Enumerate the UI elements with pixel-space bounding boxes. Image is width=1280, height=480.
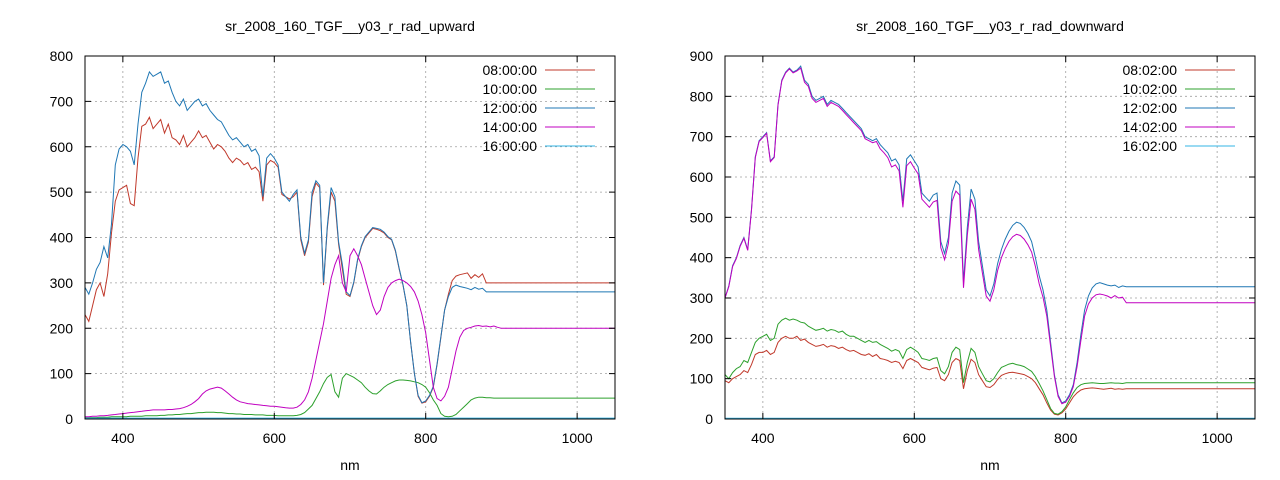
plot-frame <box>724 55 1256 420</box>
y-tick-label: 600 <box>50 139 74 155</box>
x-tick-label: 400 <box>111 430 135 446</box>
x-tick-label: 400 <box>751 430 775 446</box>
legend-label: 08:02:00 <box>1123 62 1178 78</box>
x-tick-label: 800 <box>1054 430 1078 446</box>
series-line-12-02-00 <box>724 65 1255 404</box>
y-tick-label: 0 <box>65 411 73 427</box>
y-tick-label: 500 <box>690 209 714 225</box>
upward-radiance-chart: 0 100 200 300 400 500 600 700 800 400 600 800 1000 sr… <box>50 18 616 473</box>
y-tick-label: 0 <box>705 411 713 427</box>
legend-label: 12:00:00 <box>483 100 538 116</box>
series-line-08-02-00 <box>724 335 1255 416</box>
chart-title: sr_2008_160_TGF__y03_r_rad_upward <box>225 18 475 34</box>
y-tick-label: 900 <box>690 48 714 64</box>
y-tick-label: 500 <box>50 184 74 200</box>
x-tick-label: 600 <box>263 430 287 446</box>
legend-label: 14:02:00 <box>1123 119 1178 135</box>
y-tick-label: 600 <box>690 169 714 185</box>
x-tick-label: 1000 <box>562 430 593 446</box>
series-line-12-00-00 <box>84 70 615 404</box>
y-tick-label: 800 <box>50 48 74 64</box>
x-tick-label: 600 <box>903 430 927 446</box>
legend-label: 16:02:00 <box>1123 138 1178 154</box>
x-axis-label: nm <box>340 457 359 473</box>
x-axis-label: nm <box>980 457 999 473</box>
y-tick-label: 400 <box>690 250 714 266</box>
series-line-10-00-00 <box>85 372 615 419</box>
y-tick-label: 700 <box>690 129 714 145</box>
series-line-14-00-00 <box>85 247 615 418</box>
downward-radiance-chart: 0 100 200 300 400 500 600 700 800 900 400 600 800 100… <box>690 18 1256 473</box>
legend-label: 14:00:00 <box>483 119 538 135</box>
y-tick-label: 300 <box>690 290 714 306</box>
y-tick-label: 100 <box>690 371 714 387</box>
y-tick-label: 300 <box>50 275 74 291</box>
series-line-08-00-00 <box>84 116 615 404</box>
y-tick-label: 700 <box>50 93 74 109</box>
x-tick-label: 800 <box>414 430 438 446</box>
legend-label: 10:00:00 <box>483 81 538 97</box>
y-tick-label: 400 <box>50 230 74 246</box>
legend-label: 10:02:00 <box>1123 81 1178 97</box>
x-tick-label: 1000 <box>1202 430 1233 446</box>
series-line-14-02-00 <box>724 67 1255 405</box>
series-line-10-02-00 <box>724 317 1255 415</box>
y-tick-label: 800 <box>690 88 714 104</box>
y-tick-label: 200 <box>50 320 74 336</box>
legend-label: 08:00:00 <box>483 62 538 78</box>
y-tick-label: 100 <box>50 366 74 382</box>
chart-title: sr_2008_160_TGF__y03_r_rad_downward <box>856 18 1124 34</box>
legend-label: 16:00:00 <box>483 138 538 154</box>
y-tick-label: 200 <box>690 330 714 346</box>
legend-label: 12:02:00 <box>1123 100 1178 116</box>
